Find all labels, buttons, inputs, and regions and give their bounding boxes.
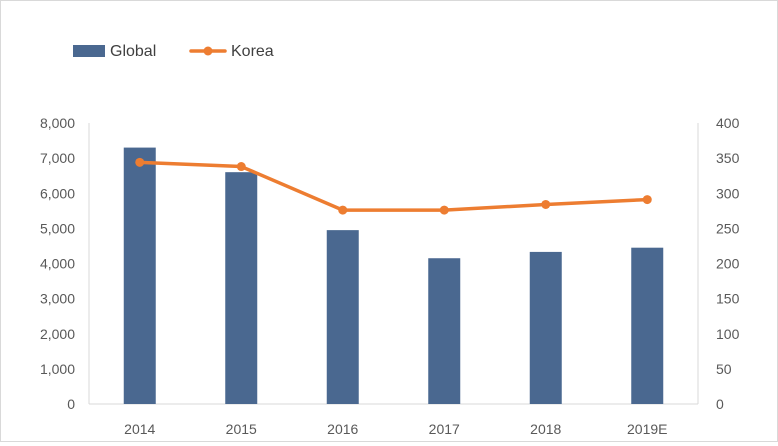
x-tick-label: 2015 — [226, 421, 257, 437]
x-tick-label: 2014 — [124, 421, 155, 437]
y-left-tick-label: 7,000 — [40, 150, 75, 166]
legend-marker-korea — [203, 46, 213, 56]
y-left-tick-label: 3,000 — [40, 291, 75, 307]
bar-global-2016 — [326, 230, 359, 404]
bar-global-2015 — [225, 172, 258, 404]
y-right-tick-label: 350 — [716, 150, 740, 166]
legend-label-korea: Korea — [231, 43, 274, 60]
legend-label-global: Global — [110, 43, 156, 60]
bar-global-2019e — [631, 247, 664, 404]
y-right-tick-label: 0 — [716, 396, 724, 412]
bar-global-2017 — [428, 258, 461, 404]
x-tick-label: 2019E — [627, 421, 667, 437]
y-left-tick-label: 4,000 — [40, 256, 75, 272]
y-left-tick-label: 0 — [67, 396, 75, 412]
y-right-tick-label: 250 — [716, 220, 740, 236]
y-right-tick-label: 150 — [716, 291, 740, 307]
x-tick-label: 2017 — [429, 421, 460, 437]
y-right-tick-label: 50 — [716, 361, 732, 377]
legend-swatch-global — [73, 45, 105, 57]
y-left-tick-label: 1,000 — [40, 361, 75, 377]
point-korea-2017 — [439, 205, 449, 215]
bar-global-2018 — [529, 251, 562, 404]
x-tick-label: 2018 — [530, 421, 561, 437]
y-right-tick-label: 400 — [716, 115, 740, 131]
point-korea-2019e — [642, 195, 652, 205]
y-right-tick-label: 100 — [716, 326, 740, 342]
y-left-tick-label: 8,000 — [40, 115, 75, 131]
point-korea-2014 — [135, 157, 145, 167]
y-left-tick-label: 5,000 — [40, 220, 75, 236]
bar-global-2014 — [123, 147, 156, 404]
x-tick-label: 2016 — [327, 421, 358, 437]
y-left-tick-label: 6,000 — [40, 185, 75, 201]
line-korea — [138, 160, 649, 212]
point-korea-2018 — [541, 199, 551, 209]
y-right-tick-label: 200 — [716, 256, 740, 272]
y-right-tick-label: 300 — [716, 185, 740, 201]
y-left-tick-label: 2,000 — [40, 326, 75, 342]
point-korea-2015 — [236, 162, 246, 172]
point-korea-2016 — [338, 205, 348, 215]
